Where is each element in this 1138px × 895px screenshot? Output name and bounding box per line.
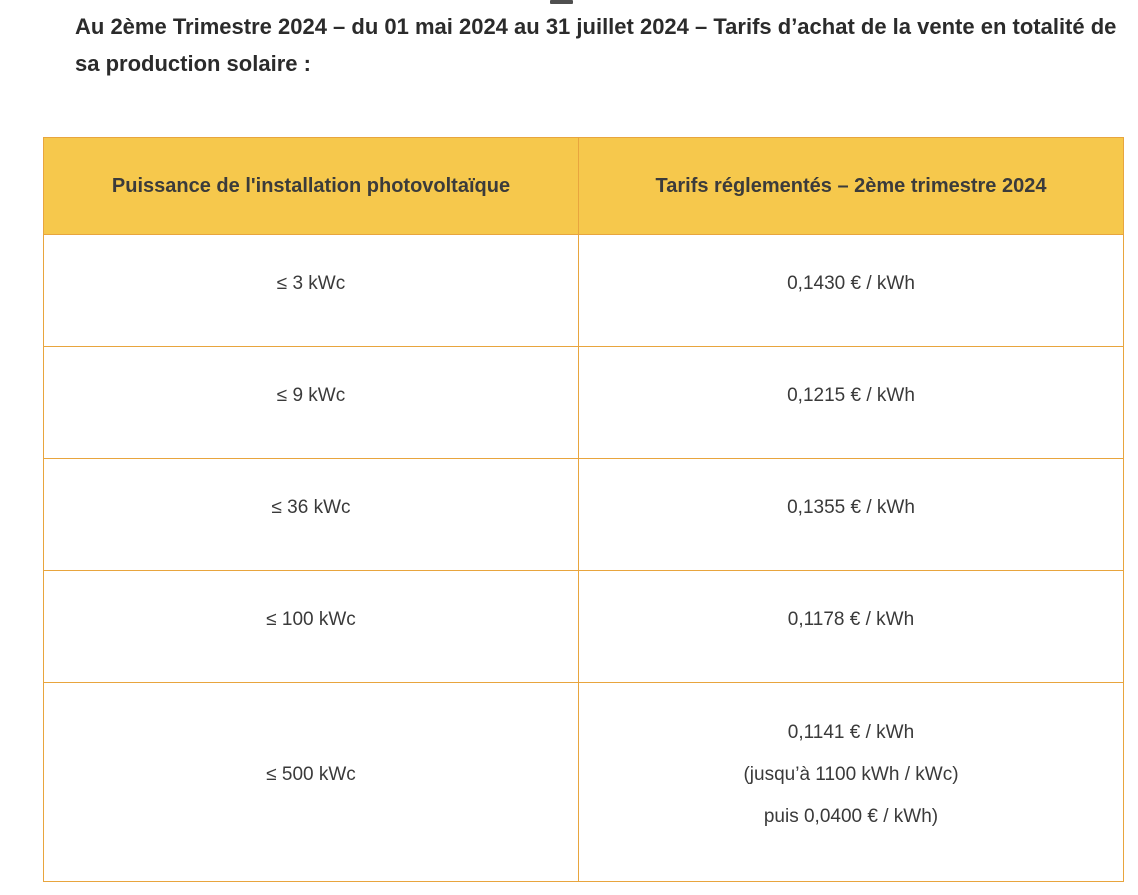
intro-paragraph: Au 2ème Trimestre 2024 – du 01 mai 2024 … [75, 14, 1117, 76]
tariff-cell: 0,1141 € / kWh (jusqu’à 1100 kWh / kWc) … [578, 682, 1124, 882]
table-row: ≤ 100 kWc 0,1178 € / kWh [43, 570, 1124, 683]
tariff-cell: 0,1215 € / kWh [578, 346, 1124, 459]
table-row: ≤ 9 kWc 0,1215 € / kWh [43, 346, 1124, 459]
power-value: ≤ 100 kWc [266, 608, 356, 630]
table-header-row: Puissance de l'installation photovoltaïq… [43, 137, 1124, 235]
power-cell: ≤ 500 kWc [43, 682, 579, 882]
tariff-cell: 0,1355 € / kWh [578, 458, 1124, 571]
tariff-value: 0,1215 € / kWh [787, 384, 915, 406]
power-cell: ≤ 9 kWc [43, 346, 579, 459]
power-value: ≤ 9 kWc [276, 384, 346, 406]
power-cell: ≤ 3 kWc [43, 234, 579, 347]
column-header-tariff: Tarifs réglementés – 2ème trimestre 2024 [578, 137, 1124, 235]
table-row: ≤ 3 kWc 0,1430 € / kWh [43, 234, 1124, 347]
tariff-cell: 0,1430 € / kWh [578, 234, 1124, 347]
solar-tariff-table: Puissance de l'installation photovoltaïq… [43, 137, 1124, 882]
tariff-value-line-1: 0,1141 € / kWh [787, 722, 915, 743]
truncated-element-fragment [550, 0, 573, 4]
tariff-value: 0,1430 € / kWh [787, 272, 915, 294]
tariff-value-line-2: (jusqu’à 1100 kWh / kWc) [743, 764, 959, 785]
tariff-cell: 0,1178 € / kWh [578, 570, 1124, 683]
table-row: ≤ 36 kWc 0,1355 € / kWh [43, 458, 1124, 571]
power-cell: ≤ 36 kWc [43, 458, 579, 571]
column-header-power: Puissance de l'installation photovoltaïq… [43, 137, 579, 235]
tariff-value: 0,1178 € / kWh [787, 608, 915, 630]
tariff-value-line-3: puis 0,0400 € / kWh) [763, 806, 939, 827]
tariff-value: 0,1355 € / kWh [787, 496, 915, 518]
power-value: ≤ 500 kWc [266, 764, 356, 785]
power-cell: ≤ 100 kWc [43, 570, 579, 683]
table-row: ≤ 500 kWc 0,1141 € / kWh (jusqu’à 1100 k… [43, 682, 1124, 882]
power-value: ≤ 3 kWc [276, 272, 346, 294]
power-value: ≤ 36 kWc [271, 496, 351, 518]
